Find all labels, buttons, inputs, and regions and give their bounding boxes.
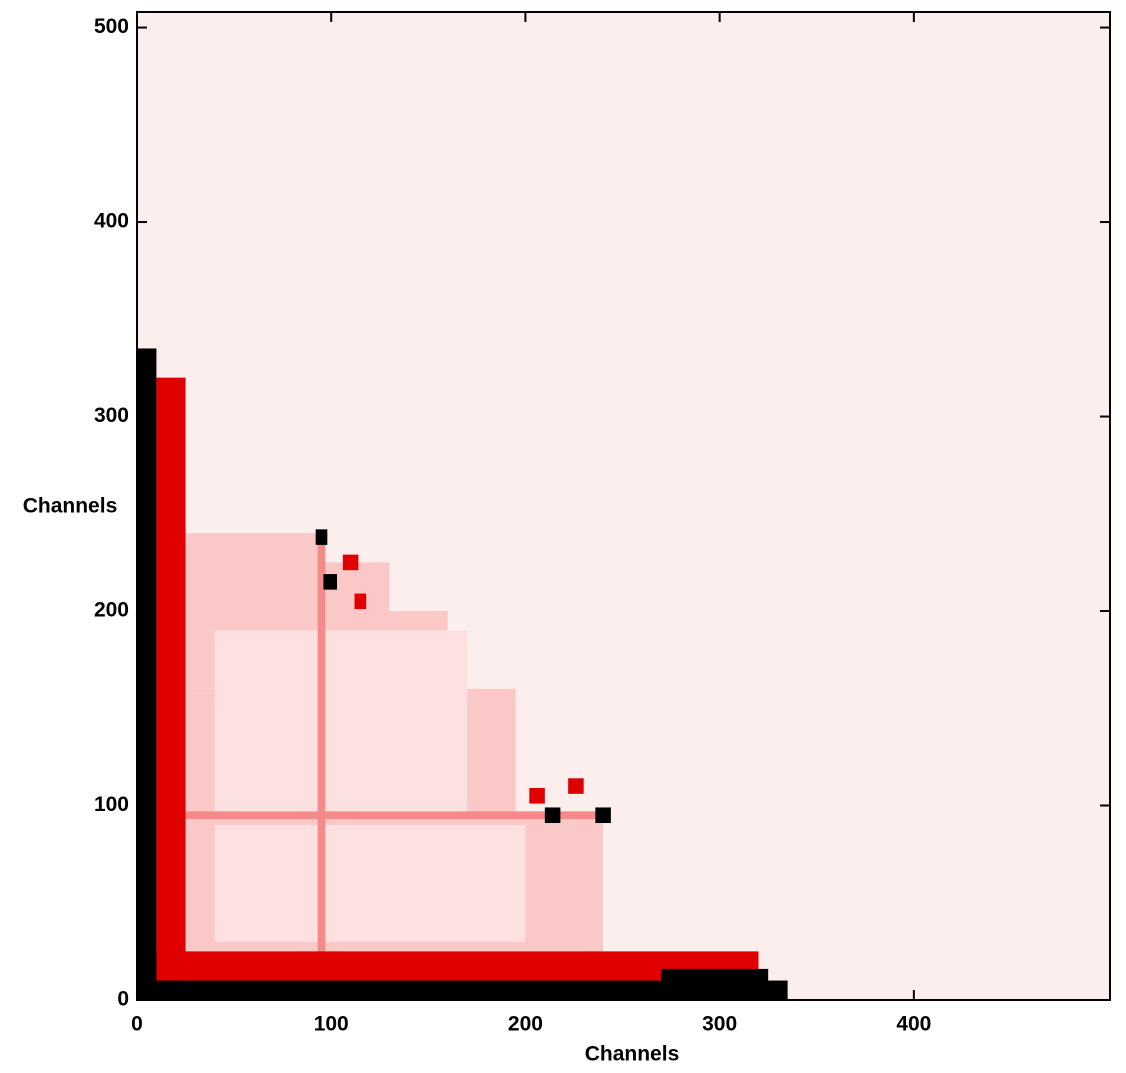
- heat-cell: [595, 807, 611, 824]
- heat-cell: [156, 377, 186, 1000]
- heat-cell: [214, 824, 526, 942]
- plot-frame: [136, 11, 1111, 1001]
- heat-cell: [214, 630, 468, 816]
- heat-cell: [160, 533, 322, 612]
- x-tick-label: 200: [508, 1013, 543, 1036]
- heat-cell: [661, 968, 769, 985]
- heat-cell: [137, 980, 788, 1000]
- heat-cell: [354, 593, 367, 610]
- y-tick-label: 500: [94, 15, 129, 38]
- x-tick-label: 0: [131, 1013, 143, 1036]
- heat-cell: [342, 554, 359, 571]
- x-axis-label: Channels: [585, 1043, 680, 1066]
- x-tick-label: 100: [314, 1013, 349, 1036]
- y-tick-label: 0: [117, 988, 129, 1011]
- heat-cell: [568, 778, 584, 794]
- heat-cell: [544, 807, 561, 824]
- x-tick-label: 400: [896, 1013, 931, 1036]
- heat-cell: [160, 811, 604, 820]
- x-tick-label: 300: [702, 1013, 737, 1036]
- heat-cell: [529, 788, 545, 804]
- y-tick-label: 100: [94, 793, 129, 816]
- y-tick-label: 200: [94, 599, 129, 622]
- y-axis-label: Channels: [23, 495, 118, 518]
- heat-cell: [317, 533, 326, 977]
- y-tick-label: 300: [94, 404, 129, 427]
- heat-cell: [137, 348, 157, 1000]
- y-tick-label: 400: [94, 210, 129, 233]
- heat-cell: [315, 529, 328, 545]
- heat-cell: [137, 951, 759, 981]
- heat-cell: [323, 574, 338, 590]
